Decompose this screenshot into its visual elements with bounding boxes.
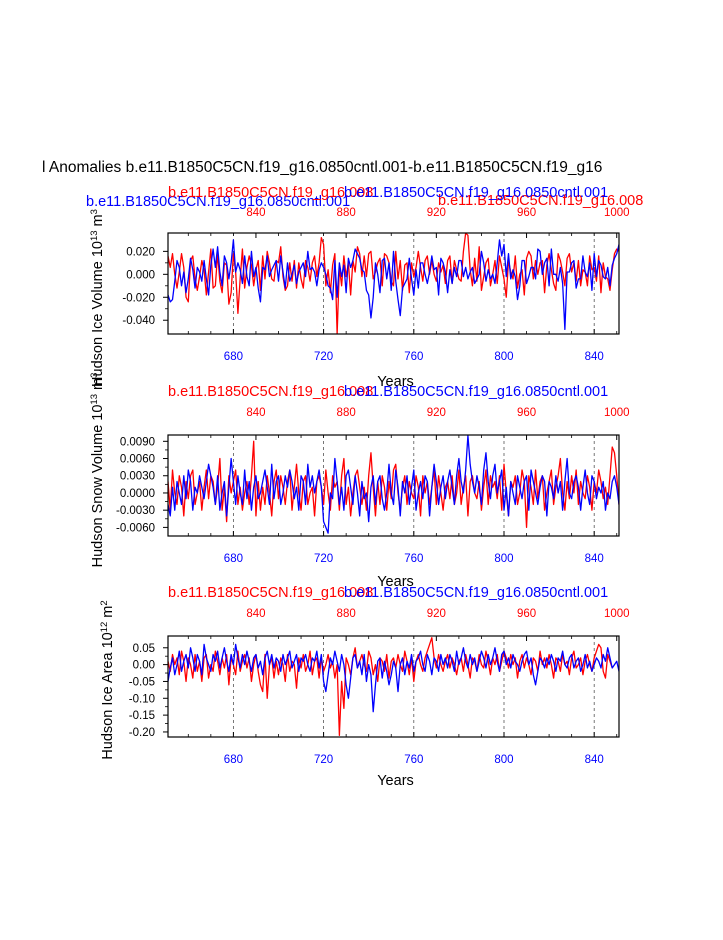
- hudson-snow-volume-ylabel-exp: 13: [89, 394, 100, 405]
- hudson-snow-volume-subtitle-blue: b.e11.B1850C5CN.f19_g16.0850cntl.001: [344, 384, 608, 400]
- hudson-ice-area-ytick-label: 0.00: [133, 660, 155, 672]
- hudson-ice-area-ylabel-exp: 12: [99, 622, 110, 633]
- hudson-ice-area-top-tick-label: 840: [246, 608, 265, 620]
- hudson-ice-volume-ytick-label: 0.000: [126, 269, 155, 281]
- hudson-snow-volume-ylabel: Hudson Snow Volume 1013 m3: [89, 373, 107, 568]
- hudson-ice-volume-ylabel-unit-exp: 3: [89, 209, 100, 214]
- hudson-ice-area-top-tick-label: 1000: [604, 608, 630, 620]
- hudson-ice-volume-ylabel-text: Hudson Ice Volume 10: [90, 241, 106, 387]
- hudson-ice-volume-ytick-label: -0.020: [122, 292, 155, 304]
- hudson-ice-volume-ylabel-unit: m: [90, 214, 106, 230]
- hudson-ice-volume-xtick-label: 840: [585, 351, 604, 363]
- hudson-ice-area-ytick-label: -0.10: [129, 693, 155, 705]
- hudson-ice-volume-subtitle-blue: b.e11.B1850C5CN.f19_g16.0850cntl.001: [344, 185, 608, 201]
- hudson-snow-volume-xtick-label: 800: [494, 553, 513, 565]
- figure-subtitle-red: b.e11.B1850C5CN.f19_g16.008: [438, 193, 643, 209]
- hudson-ice-area-ylabel: Hudson Ice Area 1012 m2: [99, 600, 117, 759]
- hudson-ice-volume-top-tick-label: 840: [246, 207, 265, 219]
- hudson-snow-volume-xtick-label: 680: [224, 553, 243, 565]
- hudson-ice-area-subtitle-blue: b.e11.B1850C5CN.f19_g16.0850cntl.001: [344, 585, 608, 601]
- hudson-snow-volume-ytick-label: -0.0060: [116, 522, 155, 534]
- hudson-ice-volume-subtitle-red: b.e11.B1850C5CN.f19_g16.008: [168, 185, 373, 201]
- hudson-ice-area-ytick-label: 0.05: [133, 643, 155, 655]
- hudson-snow-volume-xtick-label: 720: [314, 553, 333, 565]
- hudson-ice-volume-xtick-label: 720: [314, 351, 333, 363]
- hudson-snow-volume-ytick-label: 0.0000: [120, 488, 155, 500]
- hudson-ice-area-xtick-label: 680: [224, 754, 243, 766]
- hudson-ice-area-xtick-label: 840: [585, 754, 604, 766]
- hudson-ice-volume-top-tick-label: 960: [517, 207, 536, 219]
- hudson-ice-area-top-tick-label: 880: [337, 608, 356, 620]
- hudson-snow-volume-top-tick-label: 880: [337, 407, 356, 419]
- hudson-ice-volume-ylabel: Hudson Ice Volume 1013 m3: [89, 209, 107, 387]
- hudson-ice-volume-ylabel-exp: 13: [89, 230, 100, 241]
- hudson-ice-area-ylabel-text: Hudson Ice Area 10: [100, 632, 116, 759]
- hudson-snow-volume-ylabel-unit: m: [90, 378, 106, 394]
- hudson-snow-volume-top-tick-label: 1000: [604, 407, 630, 419]
- hudson-ice-area-series-blue: [168, 643, 619, 713]
- hudson-snow-volume-top-tick-label: 920: [427, 407, 446, 419]
- hudson-ice-area-subtitle-red: b.e11.B1850C5CN.f19_g16.008: [168, 585, 373, 601]
- hudson-ice-volume-xtick-label: 760: [404, 351, 423, 363]
- figure-title: l Anomalies b.e11.B1850C5CN.f19_g16.0850…: [42, 159, 602, 176]
- hudson-snow-volume-plot-frame: [167, 434, 620, 537]
- hudson-ice-area-xlabel: Years: [377, 773, 414, 789]
- hudson-ice-area-ylabel-unit-exp: 2: [99, 600, 110, 605]
- hudson-snow-volume-ylabel-text: Hudson Snow Volume 10: [90, 405, 106, 568]
- hudson-ice-volume-ytick-label: -0.040: [122, 315, 155, 327]
- hudson-ice-volume-ytick-label: 0.020: [126, 246, 155, 258]
- hudson-ice-volume-top-tick-label: 1000: [604, 207, 630, 219]
- hudson-ice-area-ylabel-unit: m: [100, 606, 116, 622]
- hudson-ice-volume-plot-frame: [167, 232, 620, 335]
- hudson-ice-volume-xtick-label: 800: [494, 351, 513, 363]
- hudson-snow-volume-ytick-label: 0.0090: [120, 436, 155, 448]
- hudson-ice-area-panel: 680 720 760 800 840 840 880 920 960 1000 0.05 0.00 -…: [99, 585, 630, 789]
- hudson-snow-volume-panel: 680 720 760 800 840 840 880 920 960 1000 0.0090 0.0…: [89, 373, 630, 590]
- hudson-ice-area-xtick-label: 720: [314, 754, 333, 766]
- hudson-snow-volume-ylabel-unit-exp: 3: [89, 373, 100, 378]
- hudson-snow-volume-xtick-label: 760: [404, 553, 423, 565]
- hudson-ice-area-xtick-label: 760: [404, 754, 423, 766]
- hudson-ice-area-plot-frame: [167, 635, 620, 738]
- hudson-ice-volume-series-blue: [168, 239, 619, 331]
- hudson-snow-volume-top-tick-label: 960: [517, 407, 536, 419]
- hudson-snow-volume-subtitle-red: b.e11.B1850C5CN.f19_g16.008: [168, 384, 373, 400]
- hudson-snow-volume-xlabel: Years: [377, 574, 414, 590]
- hudson-snow-volume-series-blue: [168, 435, 619, 534]
- hudson-snow-volume-ytick-label: 0.0030: [120, 471, 155, 483]
- hudson-ice-area-ytick-label: -0.20: [129, 727, 155, 739]
- hudson-ice-area-xtick-label: 800: [494, 754, 513, 766]
- hudson-ice-area-ytick-label: -0.05: [129, 676, 155, 688]
- hudson-ice-volume-xlabel: Years: [377, 374, 414, 390]
- hudson-snow-volume-top-tick-label: 840: [246, 407, 265, 419]
- hudson-ice-area-top-tick-label: 960: [517, 608, 536, 620]
- hudson-ice-area-ytick-label: -0.15: [129, 710, 155, 722]
- hudson-ice-volume-xtick-label: 680: [224, 351, 243, 363]
- hudson-snow-volume-xtick-label: 840: [585, 553, 604, 565]
- hudson-snow-volume-ytick-label: -0.0030: [116, 505, 155, 517]
- hudson-ice-volume-top-tick-label: 920: [427, 207, 446, 219]
- hudson-ice-volume-series-red: [168, 233, 619, 334]
- hudson-ice-volume-panel: 680 720 760 800 840 840 880 920 960 1000 0.020 0.00…: [89, 185, 630, 390]
- hudson-ice-volume-top-tick-label: 880: [337, 207, 356, 219]
- hudson-snow-volume-ytick-label: 0.0060: [120, 454, 155, 466]
- figure-subtitle-blue: b.e11.B1850C5CN.f19_g16.0850cntl.001: [86, 194, 350, 210]
- hudson-ice-area-top-tick-label: 920: [427, 608, 446, 620]
